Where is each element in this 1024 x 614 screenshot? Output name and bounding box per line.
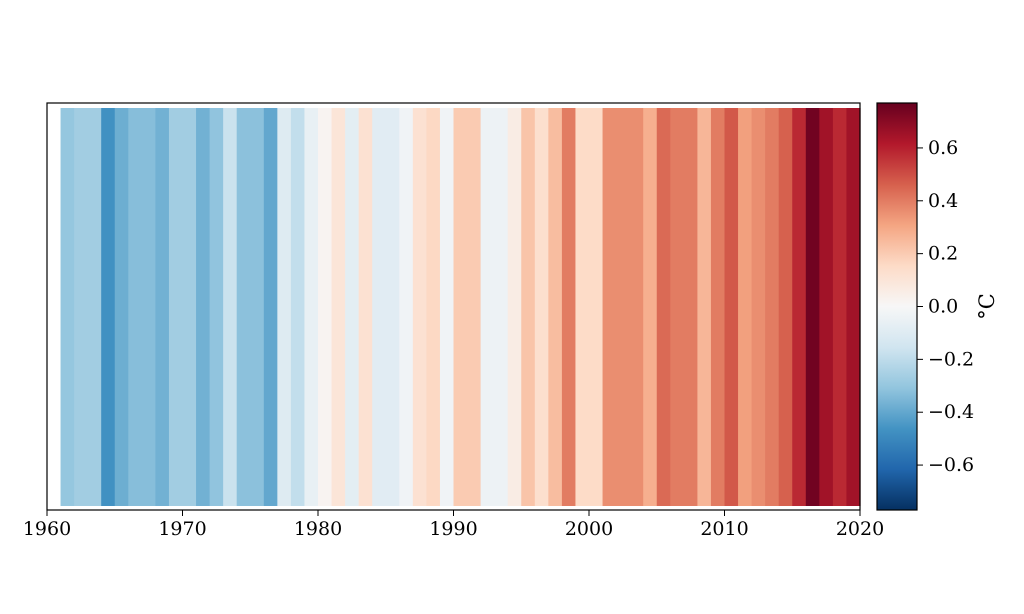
stripe-2007 xyxy=(683,108,698,506)
colorbar-tick-label-0.2: 0.2 xyxy=(928,243,958,265)
stripe-1994 xyxy=(507,108,522,506)
stripe-1980 xyxy=(318,108,333,506)
x-axis: 1960 1970 1980 1990 2000 2010 2020 xyxy=(23,510,884,540)
stripe-2005 xyxy=(656,108,671,506)
stripe-1990 xyxy=(453,108,468,506)
stripe-1973 xyxy=(223,108,238,506)
stripe-1999 xyxy=(575,108,590,506)
stripe-1976 xyxy=(263,108,278,506)
stripe-1975 xyxy=(250,108,265,506)
stripe-1988 xyxy=(426,108,441,506)
stripe-1989 xyxy=(439,108,455,506)
stripe-1993 xyxy=(494,108,509,506)
stripe-2014 xyxy=(778,108,793,506)
stripe-2000 xyxy=(589,108,604,506)
x-tick-label-1990: 1990 xyxy=(429,518,477,540)
stripe-2008 xyxy=(697,108,712,506)
colorbar-tick-label--0.6: −0.6 xyxy=(928,454,974,476)
colorbar-axis: −0.6 −0.4 −0.2 0.0 0.2 0.4 0.6 xyxy=(917,137,974,476)
stripe-1985 xyxy=(385,108,400,506)
x-tick-label-2020: 2020 xyxy=(836,518,884,540)
stripe-1962 xyxy=(74,108,89,506)
stripe-1970 xyxy=(182,108,197,506)
stripe-1964 xyxy=(101,108,116,506)
stripe-1979 xyxy=(304,108,319,506)
stripe-2012 xyxy=(751,108,766,506)
stripe-2002 xyxy=(616,108,631,506)
colorbar-tick-label--0.2: −0.2 xyxy=(928,348,974,370)
stripe-1984 xyxy=(372,108,387,506)
stripe-1982 xyxy=(345,108,360,506)
colorbar xyxy=(876,102,918,511)
x-tick-label-1980: 1980 xyxy=(294,518,342,540)
stripe-2003 xyxy=(629,108,644,506)
stripe-1974 xyxy=(236,108,251,506)
stripe-1983 xyxy=(358,108,373,506)
colorbar-tick-label-0.4: 0.4 xyxy=(928,190,958,212)
stripe-2004 xyxy=(643,108,658,506)
stripe-2011 xyxy=(738,108,753,506)
stripe-1961 xyxy=(60,108,75,506)
stripes-group xyxy=(60,108,861,506)
stripe-1998 xyxy=(561,108,577,506)
stripe-1966 xyxy=(128,108,143,506)
stripe-1991 xyxy=(467,108,482,506)
x-tick-label-2010: 2010 xyxy=(700,518,748,540)
stripe-2013 xyxy=(765,108,780,506)
colorbar-label: °C xyxy=(975,293,999,320)
stripe-2017 xyxy=(819,108,834,506)
stripe-2006 xyxy=(670,108,685,506)
stripe-1968 xyxy=(155,108,170,506)
stripe-2009 xyxy=(710,108,726,506)
stripe-1986 xyxy=(399,108,414,506)
stripe-1963 xyxy=(87,108,102,506)
stripe-1997 xyxy=(548,108,563,506)
x-tick-label-1960: 1960 xyxy=(23,518,71,540)
stripe-1981 xyxy=(331,108,346,506)
stripe-1977 xyxy=(277,108,292,506)
stripe-2015 xyxy=(792,108,807,506)
stripe-1996 xyxy=(534,108,549,506)
stripe-1969 xyxy=(168,108,184,506)
x-tick-label-2000: 2000 xyxy=(565,518,613,540)
stripe-1965 xyxy=(114,108,129,506)
colorbar-tick-label-0.6: 0.6 xyxy=(928,137,958,159)
stripe-1978 xyxy=(290,108,306,506)
stripe-2010 xyxy=(724,108,739,506)
stripe-1992 xyxy=(480,108,495,506)
stripe-2019 xyxy=(846,108,861,506)
stripe-2018 xyxy=(832,108,848,506)
x-tick-label-1970: 1970 xyxy=(158,518,206,540)
stripe-1987 xyxy=(412,108,427,506)
stripe-1972 xyxy=(209,108,224,506)
stripe-1971 xyxy=(196,108,211,506)
colorbar-tick-label-0: 0.0 xyxy=(928,296,958,318)
colorbar-tick-label--0.4: −0.4 xyxy=(928,401,974,423)
stripe-2016 xyxy=(805,108,820,506)
stripe-2001 xyxy=(602,108,617,506)
stripe-1995 xyxy=(521,108,536,506)
stripe-1967 xyxy=(141,108,156,506)
